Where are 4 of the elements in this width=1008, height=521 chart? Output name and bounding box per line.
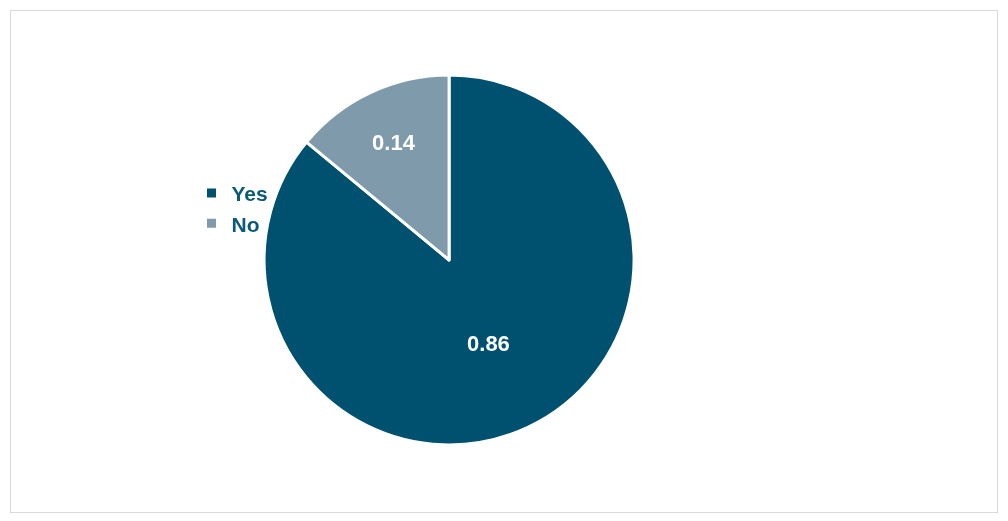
data-label: 0.14 [372, 130, 416, 156]
data-label: 0.86 [467, 331, 510, 357]
legend-label: No [231, 212, 260, 236]
legend-label: Yes [231, 182, 268, 206]
